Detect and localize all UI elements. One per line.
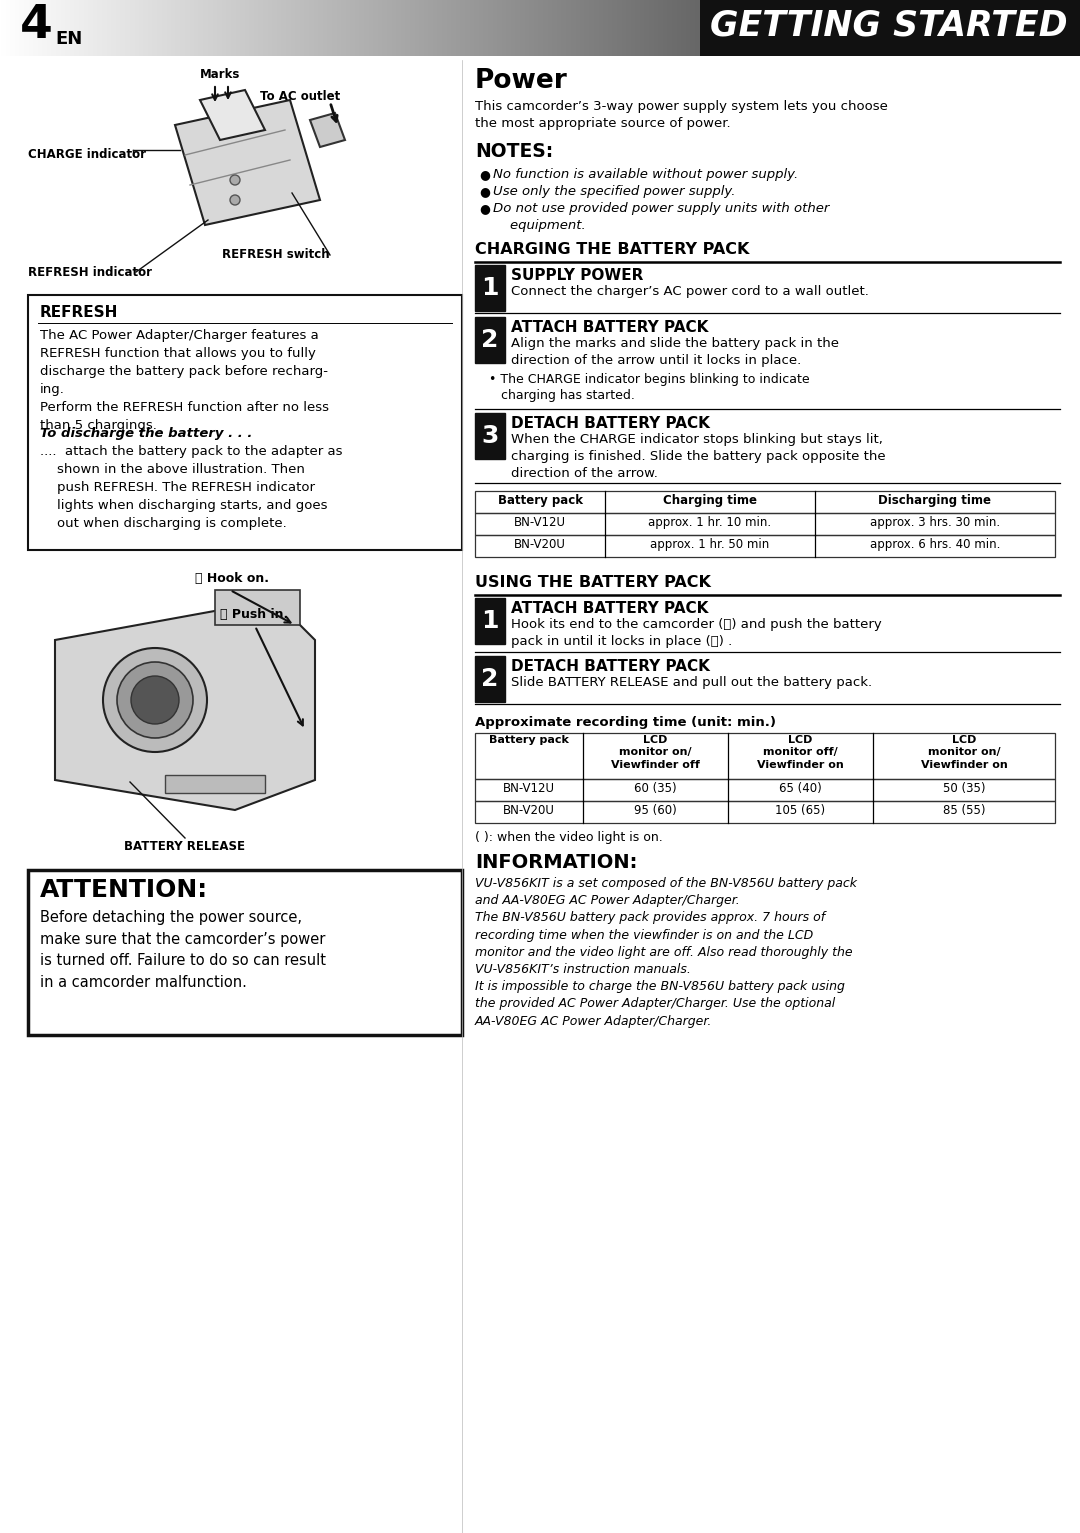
Text: 3: 3 [482, 425, 499, 448]
Text: SUPPLY POWER: SUPPLY POWER [511, 268, 644, 284]
Text: 95 (60): 95 (60) [634, 803, 677, 817]
Polygon shape [175, 100, 320, 225]
Text: Charging time: Charging time [663, 494, 757, 507]
Text: BN-V12U: BN-V12U [514, 517, 566, 529]
Text: DETACH BATTERY PACK: DETACH BATTERY PACK [511, 659, 710, 675]
Text: 60 (35): 60 (35) [634, 782, 677, 796]
Text: To AC outlet: To AC outlet [260, 90, 340, 103]
Text: Connect the charger’s AC power cord to a wall outlet.: Connect the charger’s AC power cord to a… [511, 285, 869, 297]
Text: 4: 4 [21, 3, 53, 48]
Text: 1: 1 [482, 276, 499, 300]
Text: approx. 1 hr. 10 min.: approx. 1 hr. 10 min. [648, 517, 771, 529]
Polygon shape [310, 113, 345, 147]
Bar [28, 294, 462, 550]
Bar [28, 871, 462, 1035]
Text: BN-V20U: BN-V20U [514, 538, 566, 550]
Bar [475, 265, 505, 311]
Text: ( ): when the video light is on.: ( ): when the video light is on. [475, 831, 663, 845]
Text: Ⓑ Push in.: Ⓑ Push in. [220, 609, 288, 621]
Text: 2: 2 [482, 328, 499, 353]
Text: REFRESH switch: REFRESH switch [222, 248, 330, 261]
Text: REFRESH: REFRESH [40, 305, 119, 320]
Text: Ⓐ Hook on.: Ⓐ Hook on. [195, 572, 269, 586]
Circle shape [117, 662, 193, 737]
Text: When the CHARGE indicator stops blinking but stays lit,
charging is finished. Sl: When the CHARGE indicator stops blinking… [511, 432, 886, 480]
Text: 65 (40): 65 (40) [779, 782, 822, 796]
Text: DETACH BATTERY PACK: DETACH BATTERY PACK [511, 415, 710, 431]
Text: ATTACH BATTERY PACK: ATTACH BATTERY PACK [511, 601, 708, 616]
Bar [475, 656, 505, 702]
Text: CHARGE indicator: CHARGE indicator [28, 149, 146, 161]
Circle shape [230, 195, 240, 205]
Text: approx. 3 hrs. 30 min.: approx. 3 hrs. 30 min. [869, 517, 1000, 529]
Text: approx. 1 hr. 50 min: approx. 1 hr. 50 min [650, 538, 770, 550]
Bar [475, 535, 1055, 556]
Text: ....  attach the battery pack to the adapter as
    shown in the above illustrat: .... attach the battery pack to the adap… [40, 445, 342, 530]
Text: LCD
monitor off/
Viewfinder on: LCD monitor off/ Viewfinder on [757, 734, 843, 770]
Text: ●: ● [480, 185, 490, 198]
Text: Hook its end to the camcorder (Ⓐ) and push the battery
pack in until it locks in: Hook its end to the camcorder (Ⓐ) and pu… [511, 618, 881, 648]
Text: USING THE BATTERY PACK: USING THE BATTERY PACK [475, 575, 711, 590]
Text: NOTES:: NOTES: [475, 143, 553, 161]
Polygon shape [55, 599, 315, 809]
Text: 105 (65): 105 (65) [775, 803, 825, 817]
Text: ATTENTION:: ATTENTION: [40, 878, 208, 901]
Text: CHARGING THE BATTERY PACK: CHARGING THE BATTERY PACK [475, 242, 750, 258]
Text: approx. 6 hrs. 40 min.: approx. 6 hrs. 40 min. [869, 538, 1000, 550]
Circle shape [103, 648, 207, 753]
Text: REFRESH indicator: REFRESH indicator [28, 267, 152, 279]
Bar [475, 317, 505, 363]
Text: This camcorder’s 3-way power supply system lets you choose
the most appropriate : This camcorder’s 3-way power supply syst… [475, 100, 888, 130]
Text: ●: ● [480, 169, 490, 181]
Text: Battery pack: Battery pack [489, 734, 569, 745]
Text: Discharging time: Discharging time [878, 494, 991, 507]
Text: BATTERY RELEASE: BATTERY RELEASE [124, 840, 245, 852]
Circle shape [131, 676, 179, 724]
Text: To discharge the battery . . .: To discharge the battery . . . [40, 428, 253, 440]
Text: Approximate recording time (unit: min.): Approximate recording time (unit: min.) [475, 716, 777, 730]
Bar [475, 412, 505, 458]
Text: LCD
monitor on/
Viewfinder off: LCD monitor on/ Viewfinder off [611, 734, 700, 770]
Text: Power: Power [475, 67, 568, 94]
Text: VU-V856KIT is a set composed of the BN-V856U battery pack
and AA-V80EG AC Power : VU-V856KIT is a set composed of the BN-V… [475, 877, 858, 1027]
Bar [475, 598, 505, 644]
Text: Before detaching the power source,
make sure that the camcorder’s power
is turne: Before detaching the power source, make … [40, 911, 326, 990]
Text: ATTACH BATTERY PACK: ATTACH BATTERY PACK [511, 320, 708, 336]
Text: Marks: Marks [200, 67, 240, 81]
Text: 85 (55): 85 (55) [943, 803, 985, 817]
Text: LCD
monitor on/
Viewfinder on: LCD monitor on/ Viewfinder on [920, 734, 1008, 770]
Bar [215, 590, 300, 625]
Text: ●: ● [480, 202, 490, 215]
Text: Slide BATTERY RELEASE and pull out the battery pack.: Slide BATTERY RELEASE and pull out the b… [511, 676, 873, 688]
Text: • The CHARGE indicator begins blinking to indicate
   charging has started.: • The CHARGE indicator begins blinking t… [489, 373, 810, 403]
Bar [475, 514, 1055, 535]
Text: The AC Power Adapter/Charger features a
REFRESH function that allows you to full: The AC Power Adapter/Charger features a … [40, 330, 329, 432]
Text: Do not use provided power supply units with other
    equipment.: Do not use provided power supply units w… [492, 202, 829, 231]
Polygon shape [200, 90, 265, 140]
Text: 50 (35): 50 (35) [943, 782, 985, 796]
Bar [475, 491, 1055, 514]
Circle shape [230, 175, 240, 185]
Text: Battery pack: Battery pack [498, 494, 582, 507]
Text: GETTING STARTED: GETTING STARTED [710, 8, 1068, 41]
Text: 1: 1 [482, 609, 499, 633]
Bar [475, 802, 1055, 823]
Text: BN-V12U: BN-V12U [503, 782, 555, 796]
Text: No function is available without power supply.: No function is available without power s… [492, 169, 798, 181]
Text: EN: EN [55, 31, 82, 48]
Bar [700, 0, 1080, 57]
Bar [475, 733, 1055, 779]
Text: 2: 2 [482, 667, 499, 691]
Bar [475, 779, 1055, 802]
Text: BN-V20U: BN-V20U [503, 803, 555, 817]
Bar [165, 776, 265, 793]
Text: Align the marks and slide the battery pack in the
direction of the arrow until i: Align the marks and slide the battery pa… [511, 337, 839, 366]
Text: Use only the specified power supply.: Use only the specified power supply. [492, 185, 735, 198]
Text: INFORMATION:: INFORMATION: [475, 852, 637, 872]
